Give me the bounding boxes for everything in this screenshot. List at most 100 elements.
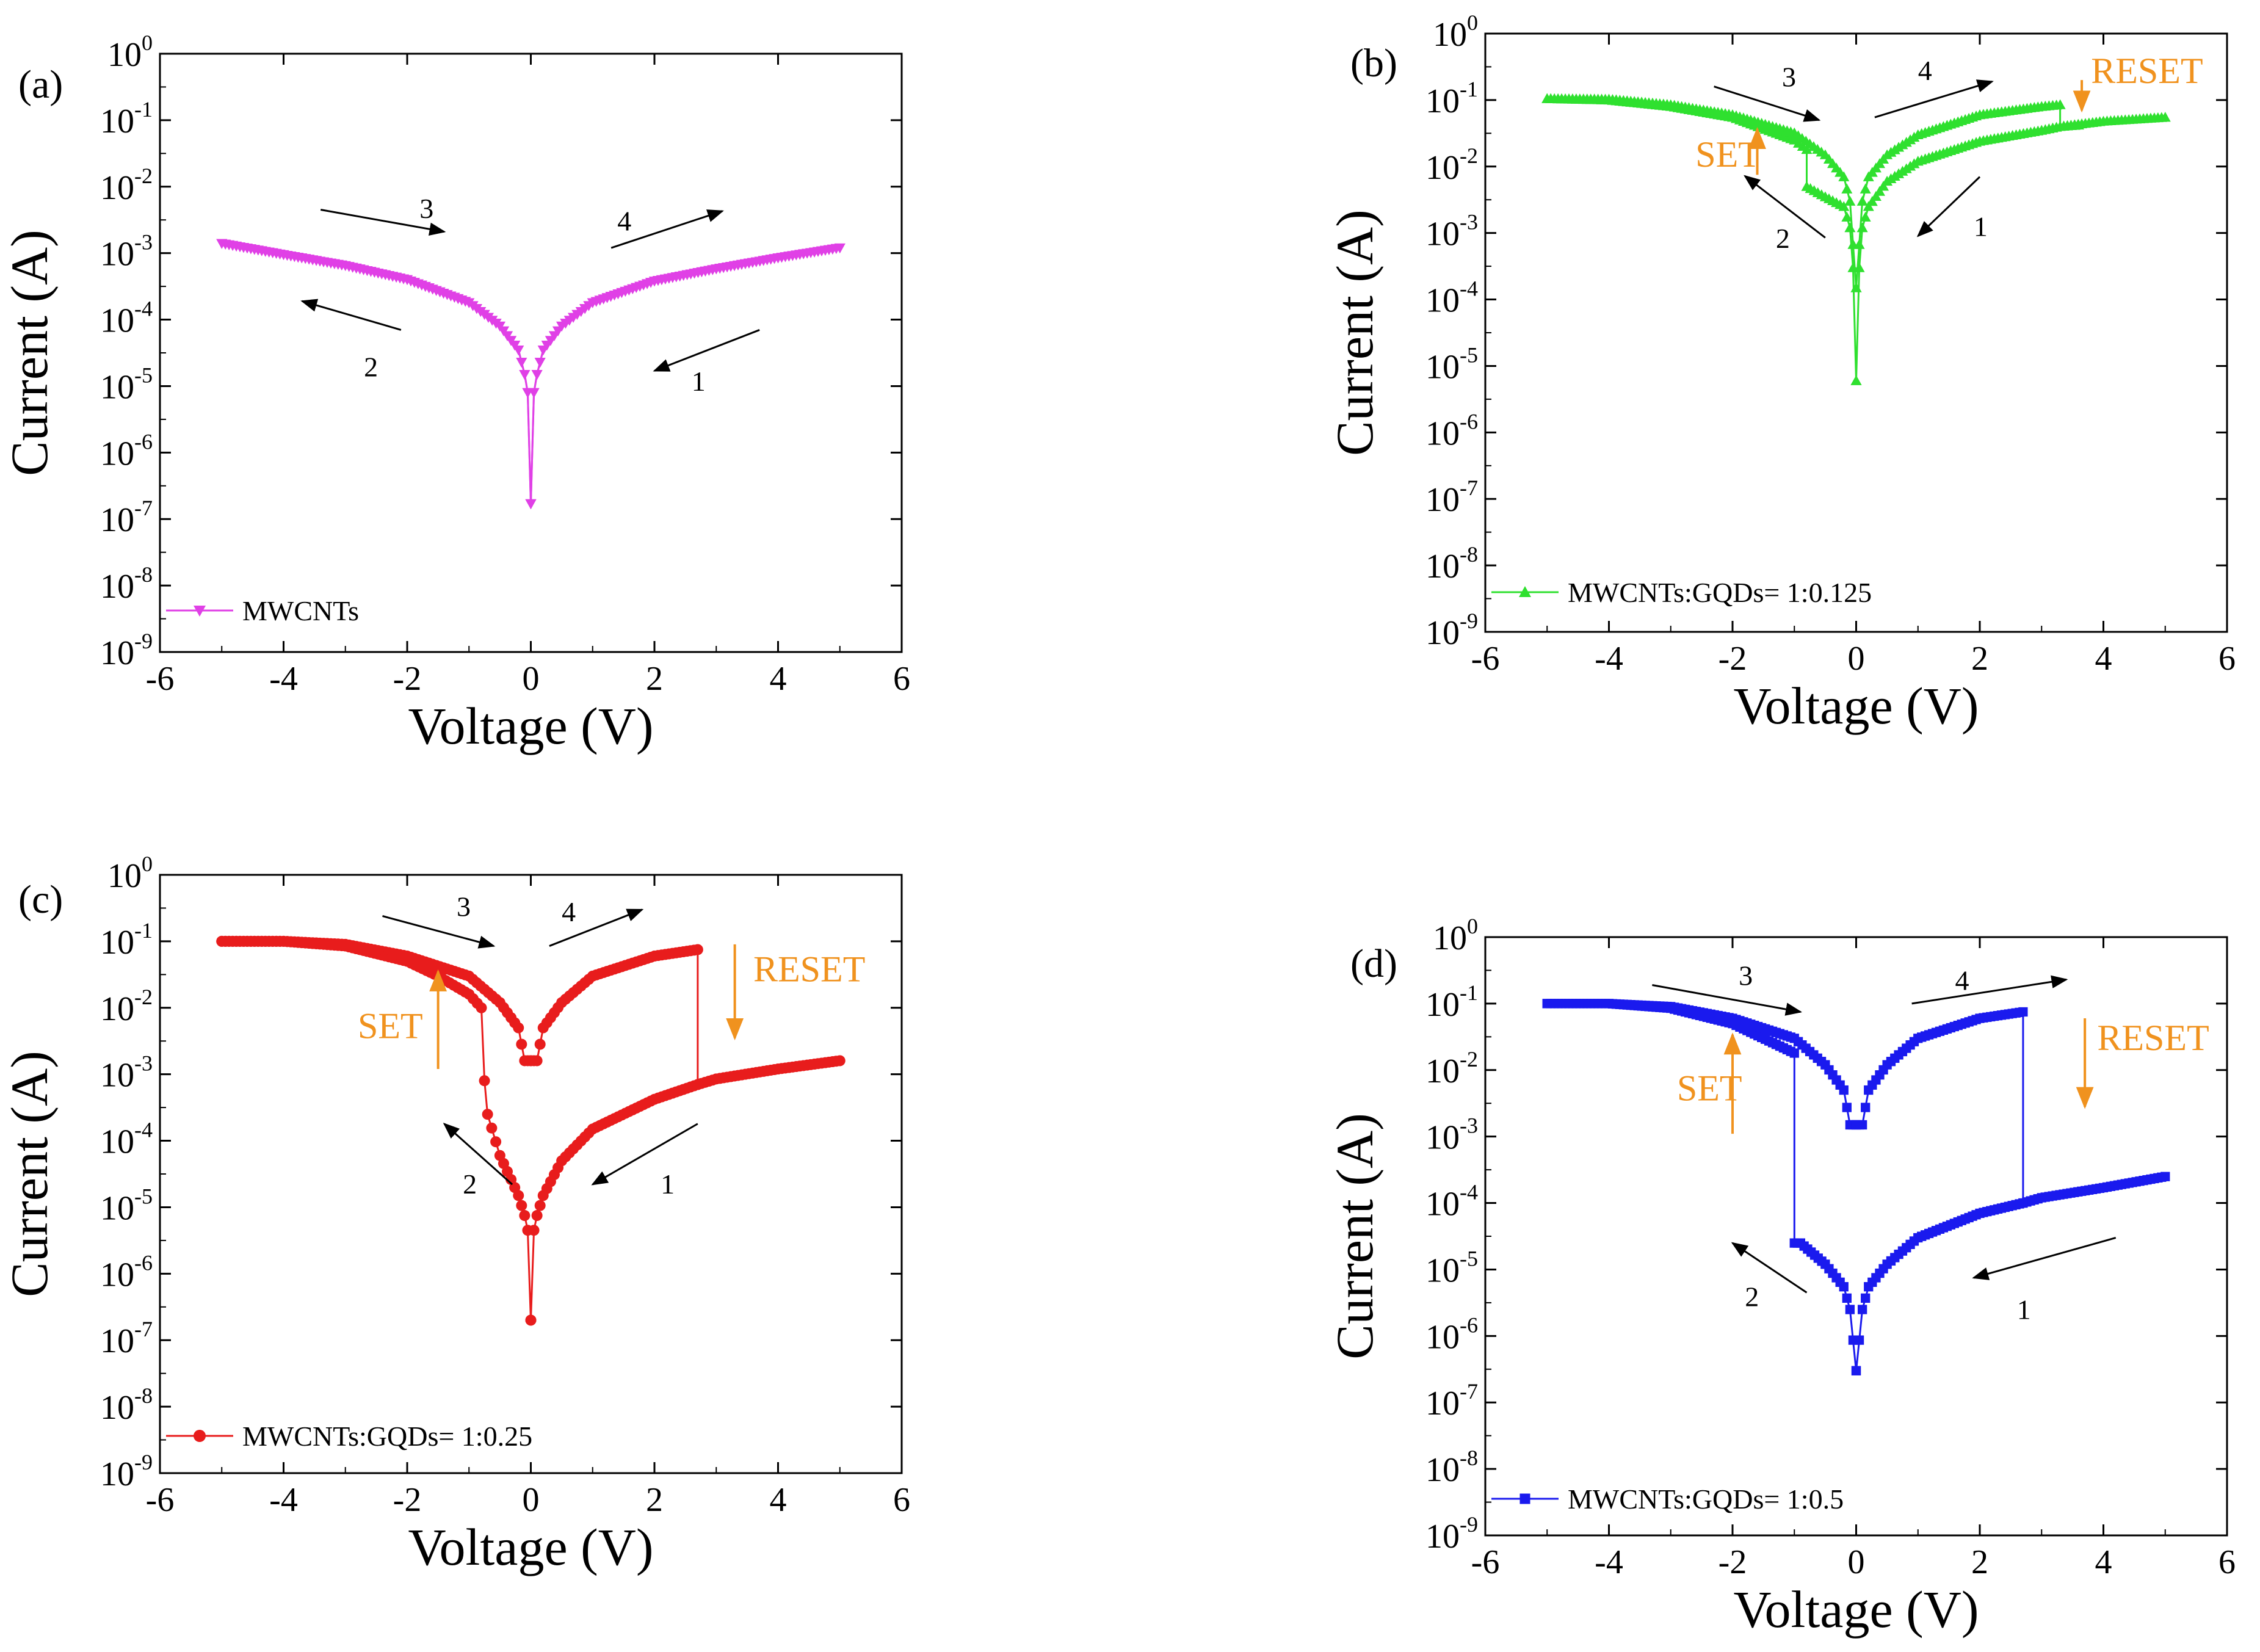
legend-label: MWCNTs:GQDs= 1:0.125 (1568, 577, 1872, 608)
data-point (525, 499, 537, 510)
x-axis-label: Voltage (V) (408, 697, 653, 755)
sweep-arrow (549, 908, 644, 947)
data-point (1844, 222, 1856, 233)
data-point (513, 1022, 524, 1034)
data-point (1850, 375, 1862, 385)
legend-label: MWCNTs:GQDs= 1:0.5 (1568, 1484, 1844, 1515)
x-tick-label: -2 (393, 660, 422, 698)
y-tick-label: 10-1 (100, 97, 153, 140)
data-point (1847, 262, 1859, 272)
sweep-arrow (382, 915, 496, 949)
annotation-label: RESET (2091, 51, 2203, 91)
data-point (1863, 201, 1874, 211)
data-point (834, 243, 846, 254)
x-tick-label: 4 (2095, 640, 2112, 678)
y-axis-label: Current (A) (0, 1051, 59, 1297)
data-point (2018, 1198, 2028, 1208)
x-tick-label: -4 (1595, 640, 1623, 678)
data-point (531, 1055, 543, 1067)
sweep-arrow (1731, 1242, 1808, 1294)
data-point (534, 1038, 546, 1050)
series-line (530, 247, 841, 504)
y-tick-label: 10-5 (1425, 1246, 1478, 1289)
x-tick-label: 4 (2095, 1543, 2112, 1581)
panel-c: (c) -6 -4 -2 0 2 4 6 100 10-1 10-2 10-3 10-4 10-5 10-… (0, 852, 910, 1576)
data-point (479, 1075, 490, 1087)
y-tick-label: 10-2 (100, 985, 153, 1028)
sweep-number: 2 (364, 352, 378, 383)
sweep-arrow (653, 329, 760, 372)
sweep-number: 2 (463, 1168, 477, 1200)
sweep-arrow (1652, 984, 1803, 1016)
x-axis-label: Voltage (V) (1733, 676, 1979, 735)
y-tick-label: 10-8 (100, 562, 153, 606)
y-tick-label: 10-4 (1425, 1180, 1478, 1223)
data-point (522, 1225, 534, 1236)
y-axis-label: Current (A) (1325, 1113, 1384, 1360)
sweep-arrow (1916, 176, 1981, 237)
annotation-label: RESET (2097, 1018, 2209, 1058)
sweep-arrow (1874, 79, 1994, 118)
x-tick-label: 4 (770, 1481, 787, 1519)
y-tick-label: 100 (1433, 10, 1478, 54)
sweep-arrow (1972, 1237, 2117, 1280)
y-tick-label: 10-7 (100, 496, 153, 539)
x-tick-label: -6 (146, 660, 175, 698)
y-axis-label: Current (A) (0, 230, 59, 476)
legend-label: MWCNTs (242, 595, 359, 626)
x-tick-label: -2 (393, 1481, 422, 1519)
data-point (482, 1109, 493, 1120)
sweep-number: 2 (1745, 1281, 1759, 1313)
y-tick-label: 10-6 (1425, 1313, 1478, 1356)
data-point (1845, 1305, 1855, 1314)
sweep-arrow (1714, 85, 1821, 122)
data-point (494, 1150, 505, 1161)
panel-a: (a) -6 -4 -2 0 2 4 6 100 10-1 10-2 10-3 10-4 10-5 10-… (0, 31, 910, 755)
y-tick-label: 10-3 (100, 1051, 153, 1095)
data-point (519, 370, 531, 380)
x-tick-label: -4 (269, 1481, 298, 1519)
y-tick-label: 100 (1433, 914, 1478, 957)
x-axis-label: Voltage (V) (1733, 1580, 1979, 1639)
legend-marker (1519, 586, 1531, 597)
series-line (530, 247, 841, 504)
y-tick-label: 10-3 (1425, 210, 1478, 253)
sweep-arrow (1744, 175, 1826, 239)
data-point (534, 1200, 546, 1211)
sweep-arrow (1911, 975, 2068, 1005)
sweep-number: 3 (419, 193, 433, 224)
y-tick-label: 10-7 (1425, 476, 1478, 519)
y-tick-label: 10-4 (100, 1118, 153, 1161)
sweep-number: 4 (1918, 55, 1932, 86)
panel-label: (a) (18, 62, 63, 107)
y-tick-label: 10-5 (100, 363, 153, 406)
y-tick-label: 10-1 (1425, 980, 1478, 1024)
y-tick-label: 10-7 (1425, 1379, 1478, 1422)
sweep-arrow (320, 209, 446, 236)
x-tick-label: -4 (269, 660, 298, 698)
sweep-arrow (443, 1122, 513, 1186)
data-point (692, 1079, 703, 1090)
x-tick-label: -2 (1719, 1543, 1747, 1581)
x-tick-label: -6 (1471, 1543, 1500, 1581)
data-point (2018, 1007, 2028, 1017)
x-tick-label: 0 (523, 660, 540, 698)
panel-label: (d) (1350, 941, 1397, 986)
y-tick-label: 10-3 (100, 230, 153, 274)
y-tick-label: 10-9 (1425, 609, 1478, 652)
legend-marker (194, 606, 206, 617)
data-point (1861, 1103, 1871, 1112)
sweep-arrow (300, 299, 402, 331)
x-tick-label: 6 (2218, 640, 2236, 678)
data-point (1857, 1120, 1867, 1130)
x-tick-label: -6 (1471, 640, 1500, 678)
panel-b: (b) -6 -4 -2 0 2 4 6 100 10-1 10-2 10-3 10-4 10-5 10-… (1325, 10, 2236, 735)
data-point (516, 1038, 527, 1050)
data-point (490, 1136, 502, 1148)
y-tick-label: 10-9 (100, 1450, 153, 1493)
legend-marker (194, 1430, 206, 1442)
data-point (2054, 99, 2066, 109)
series-line (222, 940, 532, 1321)
sweep-number: 4 (617, 205, 631, 236)
data-point (534, 358, 546, 368)
